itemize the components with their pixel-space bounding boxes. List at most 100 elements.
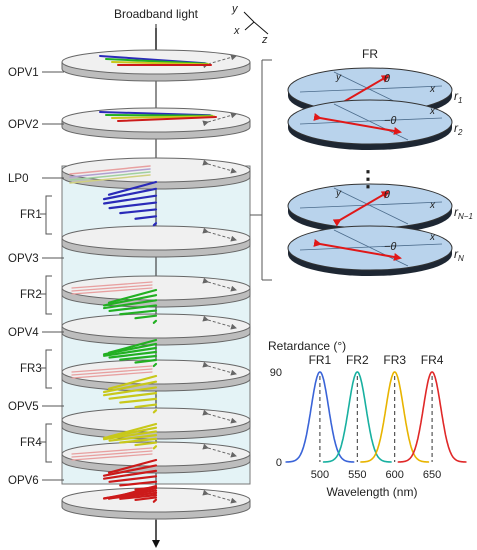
polarization-ray bbox=[134, 215, 158, 220]
stack-label: OPV1 bbox=[8, 67, 39, 79]
fast-axis-arrow bbox=[332, 74, 390, 111]
polarization-ray bbox=[102, 464, 158, 477]
polarization-ray bbox=[105, 114, 213, 117]
fast-axis-arrow bbox=[313, 239, 402, 261]
fr-section-bracket bbox=[45, 349, 52, 389]
fr-panel-title: FR bbox=[362, 47, 378, 61]
polarization-ray bbox=[69, 165, 151, 175]
stack-label: LP0 bbox=[8, 173, 28, 185]
stack-label: FR3 bbox=[20, 363, 42, 375]
fr-plate: −θ x rN bbox=[287, 225, 464, 276]
polarization-ray bbox=[69, 171, 151, 181]
polarization-ray bbox=[102, 342, 158, 356]
disc bbox=[61, 157, 251, 190]
stack-label: OPV2 bbox=[8, 119, 39, 131]
polarization-ray bbox=[134, 496, 158, 502]
series-curve bbox=[285, 371, 355, 463]
polarization-ray bbox=[69, 168, 151, 178]
disc bbox=[61, 275, 251, 308]
polarization-ray bbox=[71, 284, 153, 292]
polarization-ray bbox=[152, 222, 158, 227]
polarization-ray bbox=[108, 434, 158, 442]
disc bbox=[61, 225, 251, 258]
polarization-ray bbox=[134, 441, 158, 447]
optical-stack: OPV1 OPV2 LP0 FR1 OPV3 FR2 OPV4 FR3 OPV5 FR4 OPV6 bbox=[8, 24, 251, 548]
fr-plate: −θ x r2 bbox=[287, 99, 463, 150]
disc bbox=[61, 487, 251, 520]
stack-label: OPV3 bbox=[8, 253, 39, 265]
polarization-ray bbox=[102, 386, 158, 397]
polarization-ray bbox=[108, 491, 158, 500]
series-curve bbox=[322, 371, 392, 463]
polarization-ray bbox=[119, 208, 158, 215]
polarization-ray bbox=[102, 346, 158, 357]
polarization-ray bbox=[102, 299, 158, 310]
series-label: FR1 bbox=[309, 353, 332, 367]
polarization-ray bbox=[134, 358, 158, 364]
plate-axis-x: x bbox=[429, 84, 436, 95]
polarization-ray bbox=[71, 447, 153, 455]
polarization-ray bbox=[134, 314, 158, 320]
polarization-ray bbox=[152, 409, 158, 414]
y-tick-label: 90 bbox=[270, 367, 282, 379]
stack-label: OPV4 bbox=[8, 327, 39, 339]
fr-panel: FR θ y x r1 −θ x r2 θ y x rN−1 −θ x rN ⋮ bbox=[287, 47, 473, 276]
disc bbox=[61, 313, 251, 346]
polarization-ray bbox=[102, 469, 158, 480]
polarization-ray bbox=[102, 426, 158, 440]
series-label: FR2 bbox=[346, 353, 369, 367]
polarization-ray bbox=[107, 288, 158, 304]
angle-label: θ bbox=[384, 189, 390, 201]
polarization-ray bbox=[152, 319, 158, 324]
polarization-ray bbox=[107, 458, 158, 474]
polarization-ray bbox=[152, 362, 158, 368]
polarization-ray bbox=[102, 430, 158, 441]
polarization-ray bbox=[117, 116, 217, 122]
polarization-ray bbox=[107, 374, 158, 390]
plate-axis-x: x bbox=[429, 232, 436, 243]
fr-plate: θ y x rN−1 bbox=[287, 183, 473, 234]
plate-label: r2 bbox=[454, 121, 463, 137]
polarization-ray bbox=[134, 403, 158, 409]
polarization-ray bbox=[71, 365, 153, 373]
fr-section-bracket bbox=[45, 195, 52, 235]
x-tick-label: 500 bbox=[311, 469, 329, 481]
stack-label: FR2 bbox=[20, 289, 42, 301]
polarization-ray bbox=[69, 174, 151, 184]
retardance-chart: Retardance (°) Wavelength (nm) 0 90 500 550 60… bbox=[268, 339, 467, 499]
series-label: FR4 bbox=[421, 353, 444, 367]
fast-axis-arrow bbox=[332, 190, 390, 227]
axis-y-label: y bbox=[231, 3, 239, 15]
polarization-ray bbox=[119, 437, 158, 444]
axis-triad: y x z bbox=[231, 3, 269, 46]
fr-section-bracket bbox=[45, 423, 52, 463]
polarization-ray bbox=[71, 368, 153, 376]
polarization-ray bbox=[119, 309, 158, 316]
plate-axis-y: y bbox=[335, 72, 342, 83]
fr-bracket bbox=[250, 59, 272, 281]
fr-section-bracket bbox=[45, 275, 52, 315]
fast-axis-arrow bbox=[313, 113, 402, 135]
light-source-label: Broadband light bbox=[114, 7, 199, 21]
plate-label: r1 bbox=[454, 89, 462, 105]
axis-z-label: z bbox=[261, 34, 268, 46]
disc bbox=[61, 441, 251, 474]
disc bbox=[61, 407, 251, 440]
polarization-ray bbox=[152, 445, 158, 450]
polarization-ray bbox=[108, 304, 158, 313]
polarization-ray bbox=[108, 392, 158, 400]
plate-axis-x: x bbox=[429, 200, 436, 211]
stack-label: FR4 bbox=[20, 437, 42, 449]
polarization-ray bbox=[102, 294, 158, 307]
axis-x-label: x bbox=[233, 25, 240, 37]
series-curve bbox=[397, 371, 467, 463]
polarization-ray bbox=[102, 194, 158, 205]
polarization-ray bbox=[119, 397, 158, 404]
polarization-ray bbox=[71, 371, 153, 379]
series-label: FR3 bbox=[383, 353, 406, 367]
angle-label: −θ bbox=[384, 241, 396, 253]
plate-axis-y: y bbox=[335, 188, 342, 199]
polarization-ray bbox=[102, 187, 158, 201]
